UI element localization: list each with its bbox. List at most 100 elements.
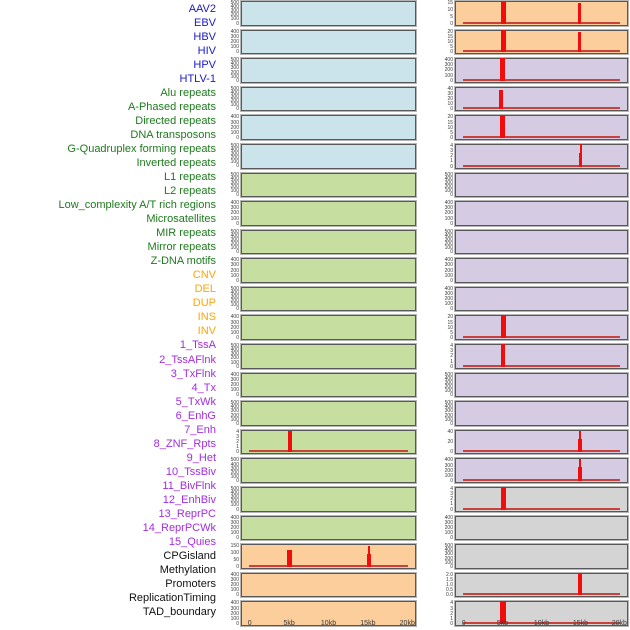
y-axis-ticks: 500 400 300 200 100 0 [213, 172, 239, 198]
feature-label: 3_TxFlnk [170, 367, 216, 380]
panel-hpv [241, 115, 416, 140]
y-tick-label: 400 [230, 490, 239, 497]
y-tick-label: 0 [450, 192, 453, 199]
y-tick-label: 400 [230, 600, 239, 607]
y-tick-label: 100 [230, 245, 239, 252]
y-tick-label: 0 [236, 249, 239, 256]
y-tick-label: 100 [444, 530, 453, 537]
x-axis-tick: 20kb [611, 620, 627, 627]
y-axis-ticks: 500 400 300 200 100 0 [213, 57, 239, 84]
y-tick-label: 0 [236, 220, 239, 227]
panel-5-txwk [455, 172, 628, 198]
y-tick-label: 100 [444, 245, 453, 252]
feature-label: 9_Het [186, 451, 216, 464]
y-tick-label: 500 [230, 486, 239, 493]
peak-bar [498, 89, 503, 110]
baseline-bar [462, 479, 621, 482]
y-tick-label: 200 [444, 383, 453, 390]
y-tick-label: 300 [230, 408, 239, 415]
feature-label: Microsatellites [146, 213, 216, 226]
y-axis-ticks: 400 300 200 100 0 [427, 286, 453, 312]
y-tick-label: 300 [230, 494, 239, 501]
y-axis-ticks: 20 15 10 5 0 [427, 315, 453, 341]
y-tick-label: 300 [230, 205, 239, 212]
peak-bar [578, 3, 582, 24]
y-tick-label: 100 [230, 187, 239, 194]
peak-bar-tip [367, 545, 370, 567]
y-tick-label: 15 [447, 33, 453, 40]
panel-15-quies [455, 458, 628, 484]
y-tick-label: 300 [444, 408, 453, 415]
baseline-bar [462, 507, 621, 510]
y-tick-label: 200 [230, 38, 239, 45]
panel-14-reprpcwk [455, 429, 628, 455]
y-tick-label: 150 [230, 543, 239, 550]
feature-label: DUP [192, 297, 216, 310]
panel-3-txflnk [455, 115, 628, 140]
baseline-bar [462, 593, 621, 596]
panel-mir-repeats [241, 458, 416, 484]
y-tick-label: 0 [236, 535, 239, 542]
panel-8-znf-rpts [455, 258, 628, 283]
x-axis-tick: 10kb [320, 620, 337, 627]
y-tick-label: 400 [444, 457, 453, 464]
y-tick-label: 100 [230, 159, 239, 166]
feature-label: G-Quadruplex forming repeats [67, 143, 216, 156]
panel-ins [455, 1, 628, 26]
y-tick-label: 0 [450, 449, 453, 456]
feature-label: 2_TssAFlnk [159, 353, 216, 366]
y-tick-label: 300 [444, 551, 453, 558]
y-tick-label: 400 [230, 28, 239, 35]
feature-label: 7_Enh [184, 423, 216, 436]
baseline-bar [248, 450, 409, 453]
y-tick-label: 200 [230, 469, 239, 476]
y-tick-label: 200 [444, 555, 453, 562]
panel-mirror-repeats [241, 487, 416, 512]
feature-label: Directed repeats [135, 115, 216, 128]
y-tick-label: 500 [230, 0, 239, 6]
peak-bar [287, 549, 293, 567]
y-tick-label: 100 [230, 16, 239, 23]
peak-bar [499, 115, 505, 138]
y-tick-label: 200 [230, 183, 239, 190]
feature-label: 12_EnhBiv [162, 493, 216, 506]
y-tick-label: 0.0 [446, 592, 453, 599]
y-tick-label: 200 [230, 124, 239, 131]
y-tick-label: 200 [444, 412, 453, 419]
baseline-bar [462, 135, 621, 138]
y-tick-label: 300 [444, 519, 453, 526]
y-tick-label: 100 [230, 550, 239, 557]
y-tick-label: 300 [230, 351, 239, 358]
y-tick-label: 0 [236, 49, 239, 56]
panel-promoters [455, 544, 628, 569]
feature-label: 8_ZNF_Rpts [153, 437, 216, 450]
y-tick-label: 20 [447, 114, 453, 121]
baseline-bar [462, 364, 621, 367]
y-tick-label: 300 [230, 8, 239, 15]
y-axis-ticks: 400 300 200 100 0 [213, 600, 239, 627]
y-axis-ticks: 20 15 10 5 0 [427, 114, 453, 141]
panel-tad-boundary [455, 601, 628, 626]
feature-label: 6_EnhG [175, 409, 216, 422]
feature-label: AAV2 [188, 3, 216, 15]
peak-bar [578, 32, 582, 53]
feature-label: MIR repeats [156, 227, 216, 240]
y-tick-label: 30 [447, 90, 453, 97]
y-tick-label: 400 [444, 375, 453, 382]
y-tick-label: 200 [444, 524, 453, 531]
y-tick-label: 200 [230, 155, 239, 162]
y-axis-ticks: 40 30 20 10 0 [427, 86, 453, 112]
y-tick-label: 400 [230, 347, 239, 354]
y-tick-label: 200 [444, 241, 453, 248]
feature-label: 1_TssA [179, 339, 216, 352]
y-tick-label: 200 [230, 524, 239, 531]
y-tick-label: 3 [450, 605, 453, 612]
y-axis-ticks: 400 300 200 100 0 [213, 515, 239, 542]
x-axis-tick: 20kb [399, 620, 415, 627]
panel-methylation [455, 515, 628, 541]
y-tick-label: 300 [230, 65, 239, 72]
y-tick-label: 500 [230, 57, 239, 64]
